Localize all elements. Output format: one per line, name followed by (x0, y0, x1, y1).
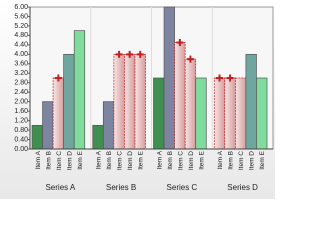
bar (153, 77, 165, 150)
y-tick-label: 6.00 (14, 4, 28, 11)
bar (174, 42, 186, 150)
bar (52, 77, 64, 150)
chart: 0.00 0.40 0.80 1.20 1.60 2.00 2.40 2.80 3.20 3.60… (0, 0, 275, 199)
y-tick-label: 1.20 (14, 117, 28, 124)
x-tick-label: Item D (188, 151, 195, 170)
x-tick-label: Item A (96, 150, 103, 169)
marker (226, 74, 234, 82)
x-tick-label: Item C (238, 151, 245, 170)
y-tick-label: 5.60 (14, 13, 28, 20)
bar (195, 77, 207, 150)
x-tick-label: Item E (259, 150, 266, 169)
y-tick-label: 1.60 (14, 108, 28, 115)
y-tick-label: 3.20 (14, 70, 28, 77)
marker (216, 74, 224, 82)
bar (113, 53, 125, 150)
bar (213, 77, 226, 150)
x-tick-label: Item D (249, 151, 256, 170)
x-tick-label: Item D (66, 151, 73, 170)
bar (184, 58, 197, 150)
x-tick-label: Item A (156, 150, 163, 169)
y-tick-label: 2.40 (14, 89, 28, 96)
bar (42, 101, 54, 150)
x-tick-label: Item B (228, 151, 235, 170)
bar (256, 77, 268, 150)
category-label: Series C (167, 183, 198, 192)
bar (92, 124, 104, 150)
y-tick-label: 3.60 (14, 61, 28, 68)
bar (73, 30, 86, 150)
bar (245, 53, 257, 150)
category-label: Series A (45, 183, 75, 192)
bar (31, 124, 43, 150)
bar (134, 53, 146, 150)
bar (124, 53, 136, 150)
marker (136, 50, 144, 58)
y-tick-label: 4.40 (14, 42, 28, 49)
x-tick-label: Item A (217, 150, 224, 169)
x-tick-label: Item E (138, 150, 145, 169)
x-tick-label: Item A (35, 150, 42, 169)
x-tick-label: Item E (198, 150, 205, 169)
x-tick-label: Item C (177, 151, 184, 170)
y-tick-label: 0.80 (14, 127, 28, 134)
y-tick-label: 0.40 (14, 136, 28, 143)
x-tick-label: Item B (45, 151, 52, 170)
y-tick-label: 0.00 (14, 146, 28, 153)
marker (115, 50, 123, 58)
y-tick-label: 2.80 (14, 80, 28, 87)
bar (63, 53, 75, 150)
x-tick-label: Item E (77, 150, 84, 169)
y-tick-label: 4.80 (14, 32, 28, 39)
bar (224, 77, 236, 150)
marker (176, 39, 184, 46)
category-label: Series B (106, 183, 136, 192)
marker (54, 74, 62, 82)
bar (235, 77, 247, 150)
y-tick-label: 4.00 (14, 51, 28, 58)
y-tick-label: 5.20 (14, 23, 28, 30)
x-tick-label: Item C (117, 151, 124, 170)
marker (186, 55, 194, 63)
marker (126, 50, 134, 58)
x-tick-label: Item D (127, 151, 134, 170)
bar (102, 101, 115, 150)
x-tick-label: Item C (56, 151, 63, 170)
bar (163, 6, 175, 150)
x-tick-label: Item B (106, 151, 113, 170)
y-tick-label: 2.00 (14, 99, 28, 106)
x-tick-label: Item B (167, 151, 174, 170)
category-label: Series D (227, 183, 258, 192)
